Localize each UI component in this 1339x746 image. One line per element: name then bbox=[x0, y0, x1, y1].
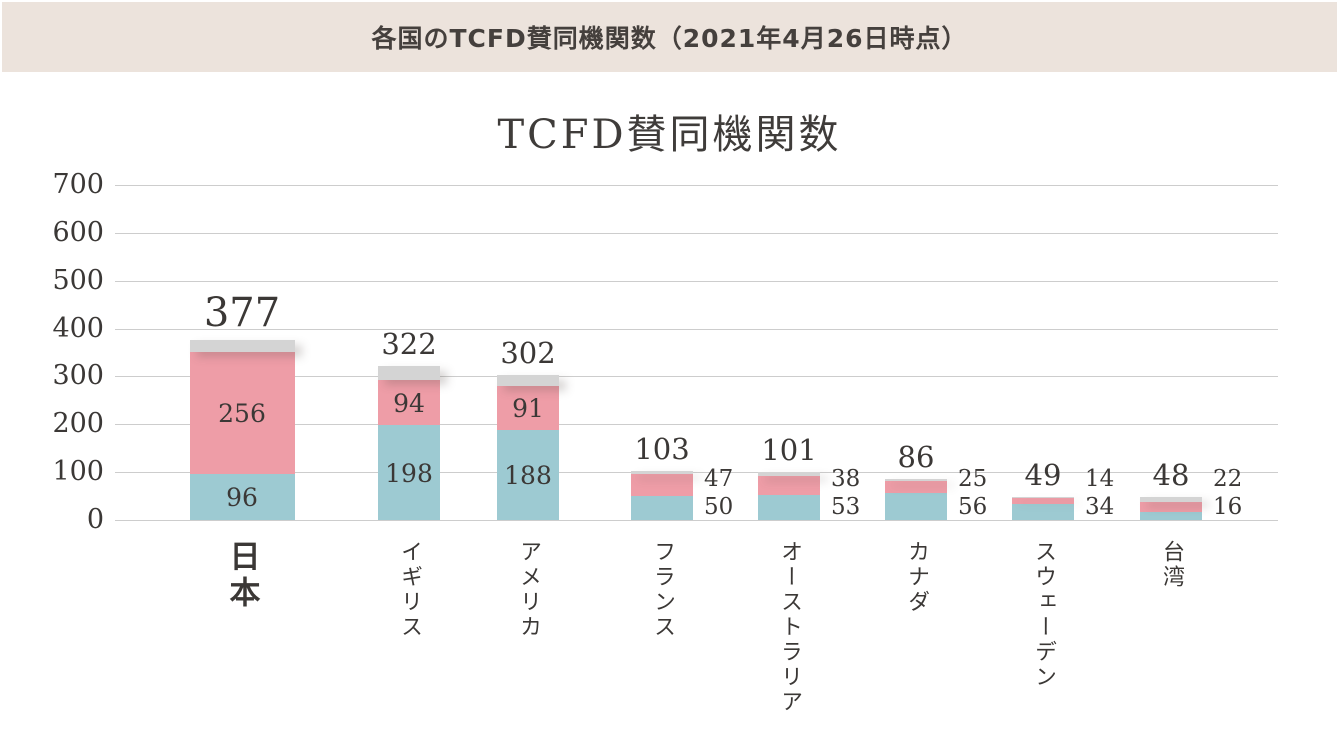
gridline-100 bbox=[115, 472, 1278, 474]
gridline-600 bbox=[115, 232, 1278, 234]
bar-australia-bottom-segment bbox=[758, 494, 820, 520]
y-axis-tick-label-300: 300 bbox=[52, 360, 104, 392]
x-axis-label-taiwan: 台湾 bbox=[1159, 540, 1184, 590]
bar-australia-total-label: 101 bbox=[761, 432, 817, 467]
bar-usa-value-bottom-segment: 188 bbox=[504, 461, 552, 490]
bar-france-value-bottom-segment: 50 bbox=[704, 494, 734, 520]
x-axis-label-usa: アメリカ bbox=[516, 540, 541, 640]
x-axis-label-france: フランス bbox=[650, 540, 675, 640]
bar-canada-value-bottom-segment: 56 bbox=[958, 494, 988, 520]
bar-france-total-label: 103 bbox=[634, 431, 690, 466]
x-axis-label-australia: オーストラリア bbox=[777, 540, 802, 715]
bar-canada-total-label: 86 bbox=[897, 439, 935, 474]
bar-australia-middle-segment bbox=[758, 476, 820, 495]
bar-france-value-middle-segment: 47 bbox=[704, 466, 734, 492]
bar-sweden-value-middle-segment: 14 bbox=[1085, 466, 1115, 492]
bar-canada-bottom-segment bbox=[885, 493, 947, 520]
bar-sweden-total-label: 49 bbox=[1024, 457, 1062, 492]
y-axis-tick-label-100: 100 bbox=[52, 456, 104, 488]
bar-australia-value-bottom-segment: 53 bbox=[831, 494, 861, 520]
bar-france-top-segment bbox=[631, 470, 693, 474]
bar-canada-top-segment bbox=[885, 478, 947, 482]
bar-uk-value-bottom-segment: 198 bbox=[385, 458, 433, 488]
bar-sweden-value-bottom-segment: 34 bbox=[1085, 494, 1115, 520]
y-axis-tick-label-0: 0 bbox=[86, 504, 104, 535]
x-axis-label-japan: 日本 bbox=[223, 540, 260, 612]
x-axis-label-sweden: スウェーデン bbox=[1031, 540, 1056, 690]
bar-taiwan-top-segment bbox=[1140, 497, 1202, 502]
bar-usa-value-middle-segment: 91 bbox=[512, 394, 544, 424]
bar-australia-top-segment bbox=[758, 471, 820, 477]
gridline-300 bbox=[115, 376, 1278, 378]
bar-france-bottom-segment bbox=[631, 496, 693, 520]
gridline-500 bbox=[115, 280, 1278, 282]
bar-uk-value-middle-segment: 94 bbox=[393, 388, 425, 418]
bar-japan-top-segment bbox=[189, 339, 295, 352]
bar-sweden-middle-segment bbox=[1012, 497, 1074, 504]
x-axis-label-uk: イギリス bbox=[397, 540, 422, 640]
bar-taiwan-value-middle-segment: 22 bbox=[1213, 466, 1243, 492]
bar-uk-bottom-segment bbox=[378, 425, 440, 520]
y-axis-tick-label-500: 500 bbox=[52, 264, 104, 296]
bar-usa-bottom-segment bbox=[497, 430, 559, 520]
bar-sweden-bottom-segment bbox=[1012, 503, 1074, 520]
bar-japan-value-bottom-segment: 96 bbox=[226, 483, 258, 513]
bar-japan-middle-segment bbox=[189, 351, 295, 475]
bar-taiwan-middle-segment bbox=[1140, 501, 1202, 513]
bar-france-middle-segment bbox=[631, 473, 693, 497]
y-axis-tick-label-200: 200 bbox=[52, 408, 104, 440]
bar-uk-top-segment bbox=[378, 365, 440, 381]
bar-uk-total-label: 322 bbox=[381, 326, 437, 361]
gridline-700 bbox=[115, 185, 1278, 186]
bar-usa-top-segment bbox=[497, 375, 559, 387]
bar-canada-value-middle-segment: 25 bbox=[958, 466, 988, 492]
header-title: 各国のTCFD賛同機関数（2021年4月26日時点） bbox=[371, 24, 968, 53]
bar-taiwan-bottom-segment bbox=[1140, 512, 1202, 520]
y-axis-tick-label-600: 600 bbox=[52, 216, 104, 248]
bar-japan-bottom-segment bbox=[189, 474, 295, 520]
bar-australia-value-middle-segment: 38 bbox=[831, 466, 861, 492]
bar-taiwan-total-label: 48 bbox=[1152, 458, 1190, 493]
chart-title: TCFD賛同機関数 bbox=[497, 112, 842, 158]
x-axis-label-canada: カナダ bbox=[904, 540, 929, 615]
bar-taiwan-value-bottom-segment: 16 bbox=[1213, 494, 1243, 520]
y-axis-tick-label-700: 700 bbox=[52, 169, 104, 200]
bar-uk-middle-segment bbox=[378, 380, 440, 426]
gridline-400 bbox=[115, 328, 1278, 330]
gridline-200 bbox=[115, 424, 1278, 426]
bar-canada-middle-segment bbox=[885, 481, 947, 494]
bar-usa-middle-segment bbox=[497, 386, 559, 431]
bar-japan-value-middle-segment: 256 bbox=[218, 398, 266, 428]
header-banner: 各国のTCFD賛同機関数（2021年4月26日時点） bbox=[2, 2, 1337, 72]
gridline-0 bbox=[115, 520, 1278, 521]
bar-japan-total-label: 377 bbox=[203, 289, 281, 336]
bar-usa-total-label: 302 bbox=[500, 336, 556, 371]
y-axis-tick-label-400: 400 bbox=[52, 312, 104, 344]
